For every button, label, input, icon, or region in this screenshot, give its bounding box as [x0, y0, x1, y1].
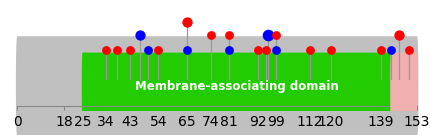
- Point: [273, 34, 280, 36]
- Point: [265, 34, 272, 36]
- Point: [254, 49, 261, 51]
- Point: [113, 49, 120, 51]
- Point: [103, 49, 110, 51]
- Point: [137, 34, 144, 36]
- Point: [327, 49, 334, 51]
- Text: Membrane-associating domain: Membrane-associating domain: [135, 80, 339, 93]
- Point: [395, 34, 402, 36]
- Point: [387, 49, 394, 51]
- FancyBboxPatch shape: [390, 53, 418, 120]
- Point: [273, 49, 280, 51]
- Point: [155, 49, 162, 51]
- Point: [207, 34, 214, 36]
- Point: [262, 49, 269, 51]
- Point: [406, 49, 413, 51]
- Point: [377, 49, 384, 51]
- FancyBboxPatch shape: [16, 36, 418, 135]
- Point: [126, 49, 133, 51]
- Point: [184, 21, 190, 23]
- Point: [225, 34, 232, 36]
- Point: [144, 49, 151, 51]
- Point: [225, 49, 232, 51]
- Point: [184, 49, 190, 51]
- Point: [307, 49, 313, 51]
- FancyBboxPatch shape: [82, 53, 392, 120]
